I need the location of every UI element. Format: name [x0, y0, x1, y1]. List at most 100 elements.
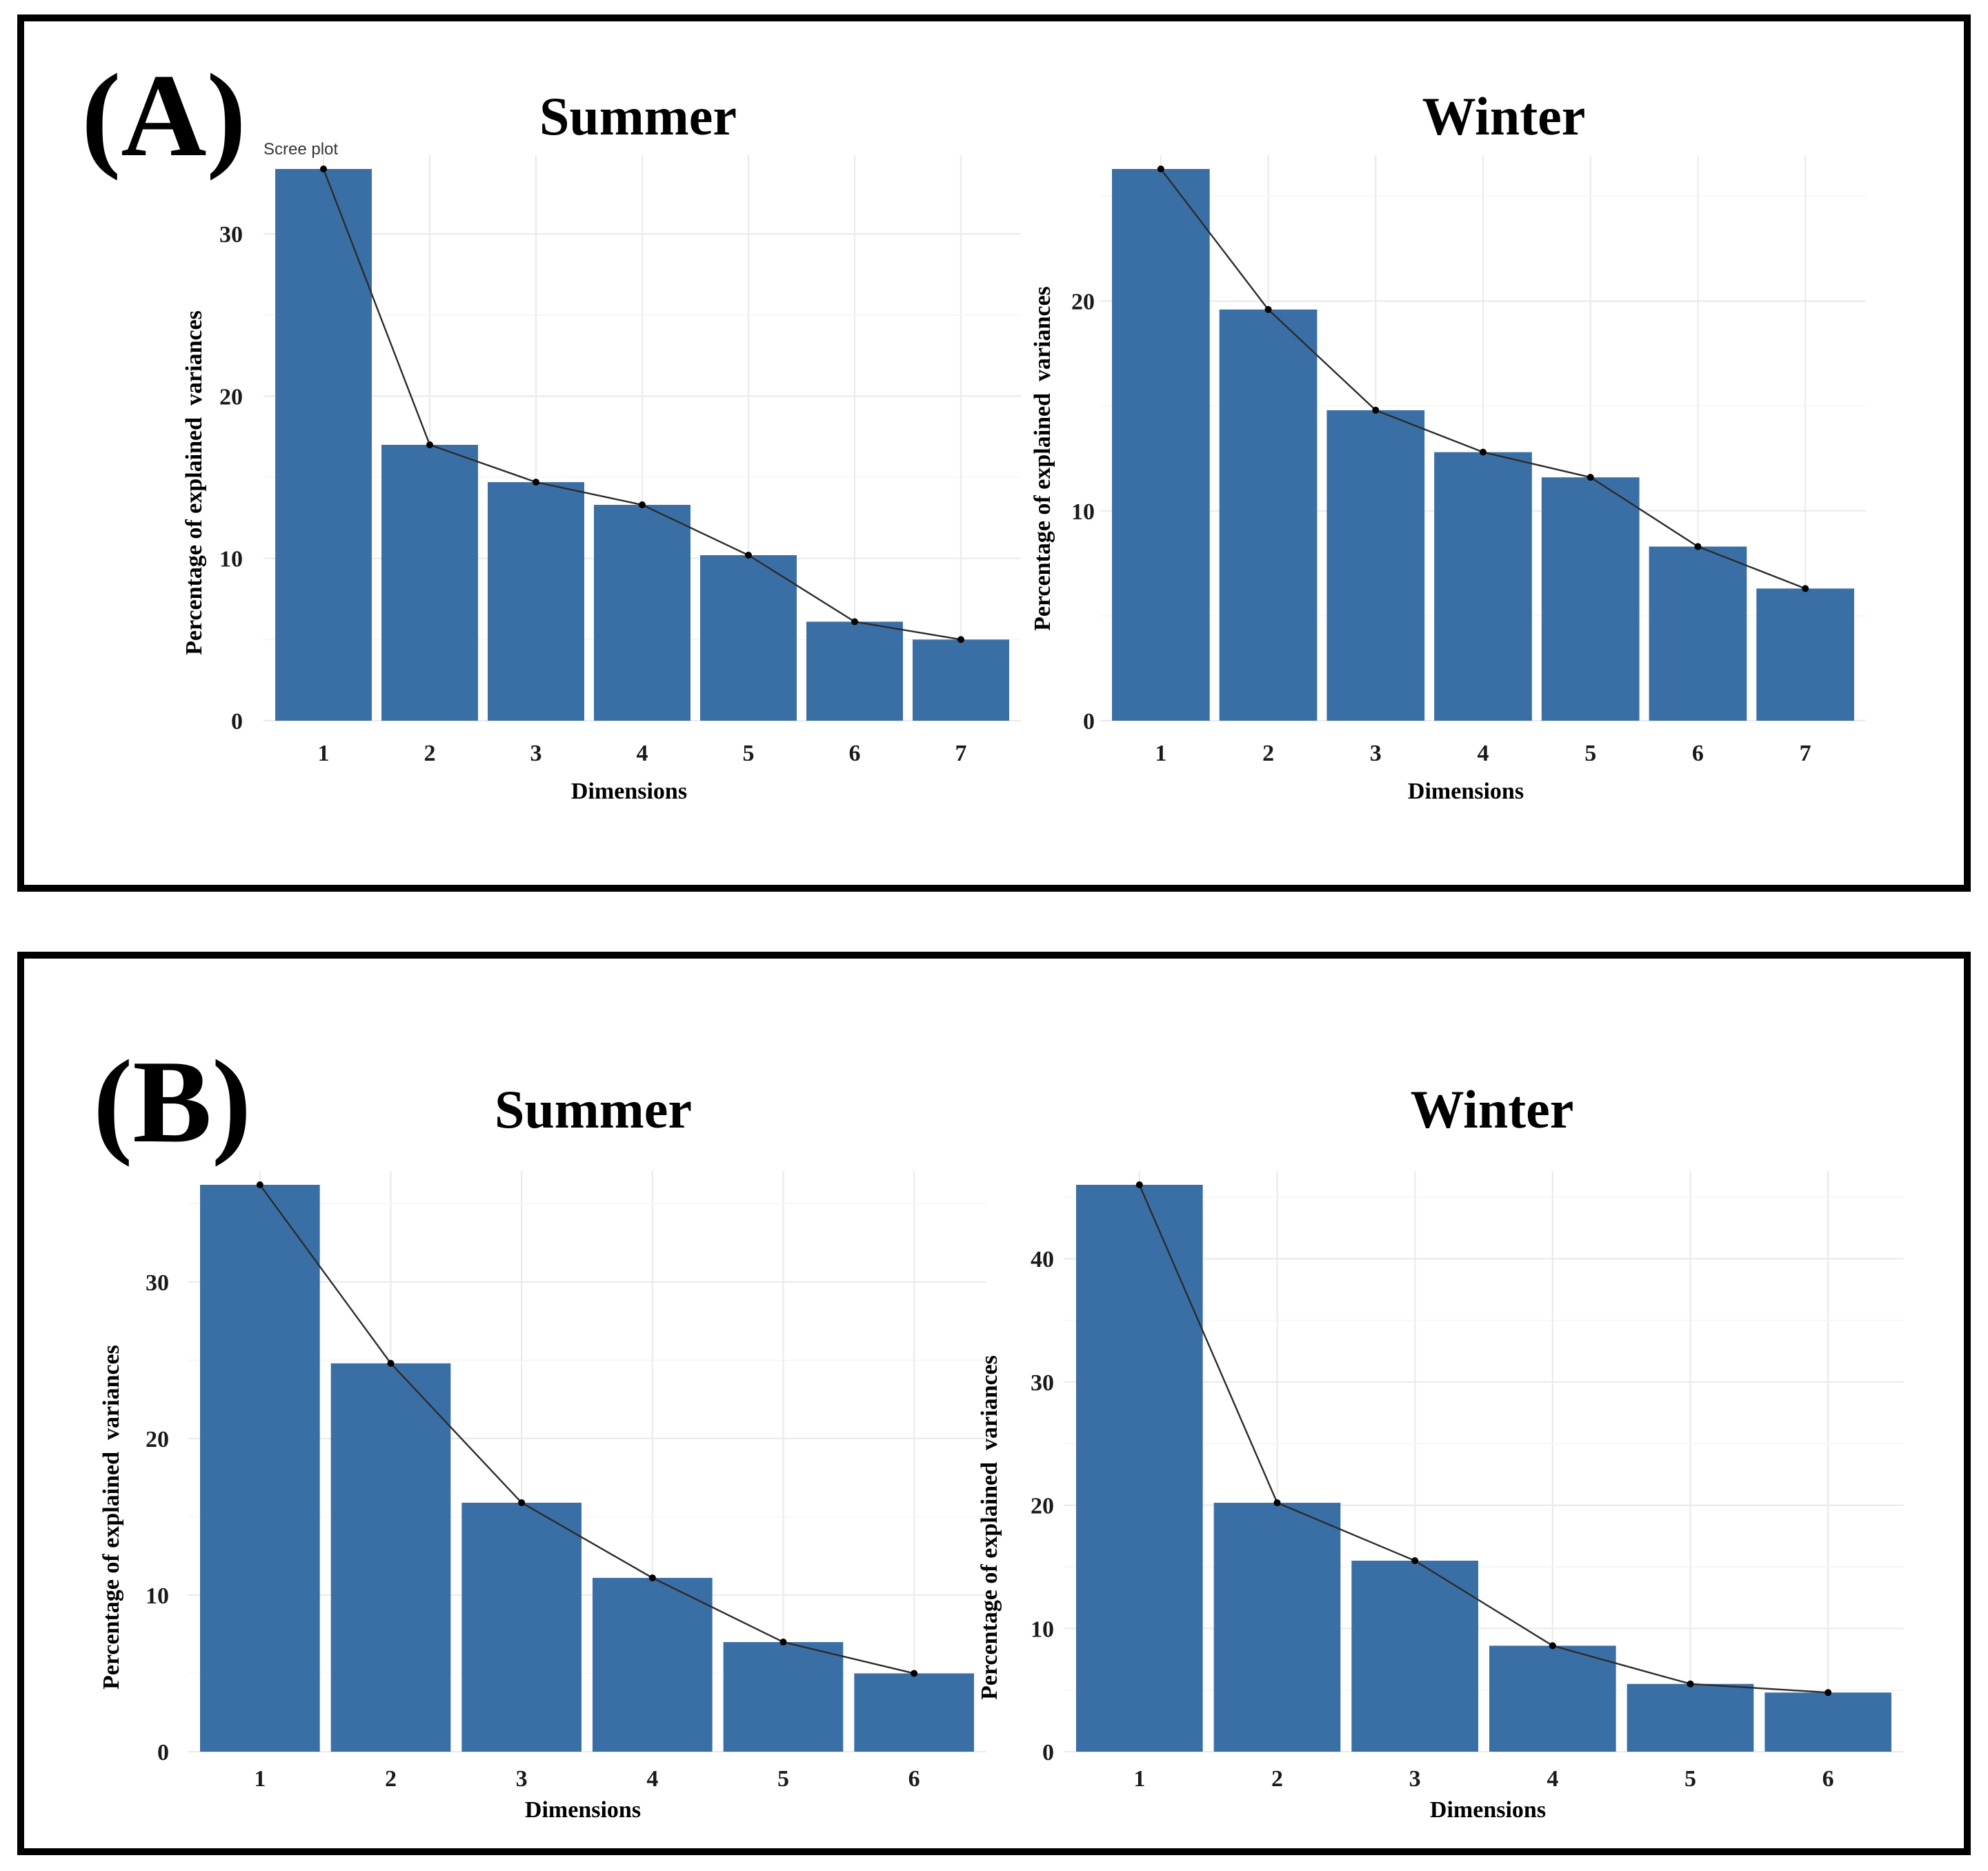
y-tick-label: 40	[1031, 1247, 1054, 1272]
scree-point-6	[1694, 543, 1702, 550]
chart-title: Summer	[539, 86, 737, 146]
x-tick-label: 6	[1692, 741, 1704, 766]
x-tick-label: 4	[1478, 741, 1489, 766]
bar-dim-4	[594, 505, 690, 721]
x-tick-label: 7	[955, 741, 967, 766]
x-tick-label: 5	[1584, 741, 1596, 766]
x-axis-title: Dimensions	[1408, 779, 1524, 804]
bar-dim-7	[1756, 588, 1854, 721]
bar-dim-5	[700, 555, 797, 721]
x-axis-title: Dimensions	[571, 779, 687, 804]
chart-b-summer: 0 10 20 30 1 2 3 4 5 6 Summer Dimensions Percentage …	[99, 1079, 986, 1823]
x-tick-label: 4	[637, 741, 648, 766]
bar-dim-3	[488, 482, 584, 721]
y-tick-label: 20	[1071, 290, 1095, 315]
x-tick-label: 3	[1409, 1766, 1421, 1792]
x-tick-label: 5	[1684, 1766, 1696, 1792]
x-tick-label: 7	[1800, 741, 1811, 766]
y-tick-label: 10	[1071, 499, 1095, 525]
y-tick-label: 10	[146, 1583, 169, 1609]
bar-dim-2	[330, 1363, 451, 1752]
x-tick-label: 6	[908, 1766, 920, 1792]
bar-dim-1	[1112, 169, 1210, 721]
bar-dim-2	[1219, 309, 1318, 721]
y-tick-label: 20	[1031, 1494, 1054, 1519]
bar-dim-1	[1076, 1185, 1203, 1752]
x-axis-title: Dimensions	[1430, 1797, 1546, 1823]
bar-dim-6	[1765, 1692, 1891, 1752]
bar-dim-4	[1434, 452, 1532, 721]
bar-dim-6	[1649, 546, 1747, 721]
x-tick-label: 1	[1133, 1766, 1145, 1792]
scree-point-2	[426, 441, 433, 448]
x-tick-label: 4	[646, 1766, 658, 1792]
scree-point-2	[1264, 306, 1272, 313]
scree-point-1	[320, 166, 327, 172]
scree-line	[1138, 1184, 1829, 1694]
x-tick-label: 6	[849, 741, 861, 766]
scree-point-6	[911, 1670, 918, 1677]
y-tick-label: 10	[219, 547, 243, 572]
x-tick-label: 2	[1271, 1766, 1283, 1792]
scree-point-5	[745, 552, 752, 559]
panel-a-subtitle: Scree plot	[264, 140, 338, 159]
scree-point-3	[1372, 406, 1380, 414]
bar-dim-2	[381, 445, 478, 721]
scree-point-4	[1480, 448, 1487, 456]
bar-dim-3	[1326, 410, 1425, 721]
panel-b-frame	[17, 952, 1971, 1855]
bar-dim-1	[275, 169, 372, 721]
scree-point-7	[1802, 585, 1809, 592]
x-tick-label: 3	[530, 741, 542, 766]
scree-point-3	[1411, 1557, 1419, 1565]
scree-point-4	[1549, 1642, 1556, 1650]
scree-point-5	[1687, 1680, 1694, 1688]
chart-title: Summer	[495, 1079, 692, 1139]
chart-b-winter: 0 10 20 30 40 1 2 3 4 5 6 Winter Dimensions Percentag…	[977, 1079, 1904, 1823]
x-tick-label: 5	[743, 741, 755, 766]
bar-dim-7	[913, 639, 1009, 721]
scree-point-5	[1587, 474, 1594, 481]
x-tick-label: 3	[516, 1766, 528, 1792]
y-tick-label: 30	[146, 1270, 169, 1296]
x-tick-label: 1	[254, 1766, 266, 1792]
y-axis-title: Percentage of explained variances	[1030, 286, 1055, 631]
scree-point-3	[518, 1499, 526, 1506]
x-tick-label: 4	[1547, 1766, 1558, 1792]
chart-a-summer: 0 10 20 30 1 2 3 4 5 6 7 Summer Dimensions Percentage…	[181, 86, 1021, 804]
scree-point-1	[256, 1181, 264, 1188]
x-tick-label: 5	[777, 1766, 789, 1792]
bar-dim-4	[1489, 1645, 1616, 1752]
scree-point-6	[1825, 1689, 1832, 1697]
bar-dim-6	[806, 621, 903, 721]
bar-dim-4	[593, 1577, 713, 1752]
x-tick-label: 3	[1370, 741, 1382, 766]
bar-dim-5	[1627, 1683, 1754, 1752]
bar-dim-5	[1541, 477, 1640, 721]
y-tick-label: 20	[146, 1427, 169, 1452]
bar-dim-3	[461, 1502, 582, 1752]
scree-point-5	[779, 1639, 787, 1646]
y-tick-label: 10	[1031, 1617, 1054, 1642]
scree-point-3	[533, 479, 539, 486]
bar-dim-6	[854, 1673, 974, 1752]
y-axis-title: Percentage of explained variances	[977, 1355, 1002, 1700]
scree-point-4	[639, 501, 646, 509]
y-tick-label: 20	[219, 384, 243, 410]
chart-a-winter: 0 10 20 1 2 3 4 5 6 7 Winter Dimensions Percentage o…	[1030, 86, 1866, 804]
chart-title: Winter	[1411, 1079, 1574, 1139]
y-tick-label: 0	[231, 709, 243, 734]
panel-a-frame	[17, 14, 1971, 892]
y-tick-label: 30	[219, 222, 243, 248]
x-tick-label: 1	[318, 741, 330, 766]
y-tick-label: 0	[1042, 1740, 1054, 1765]
x-tick-label: 6	[1822, 1766, 1834, 1792]
x-tick-label: 2	[1262, 741, 1274, 766]
panel-a-label: (A)	[81, 50, 246, 181]
scree-point-4	[648, 1574, 656, 1581]
y-axis-title: Percentage of explained variances	[181, 310, 207, 655]
y-tick-label: 0	[1083, 709, 1095, 734]
